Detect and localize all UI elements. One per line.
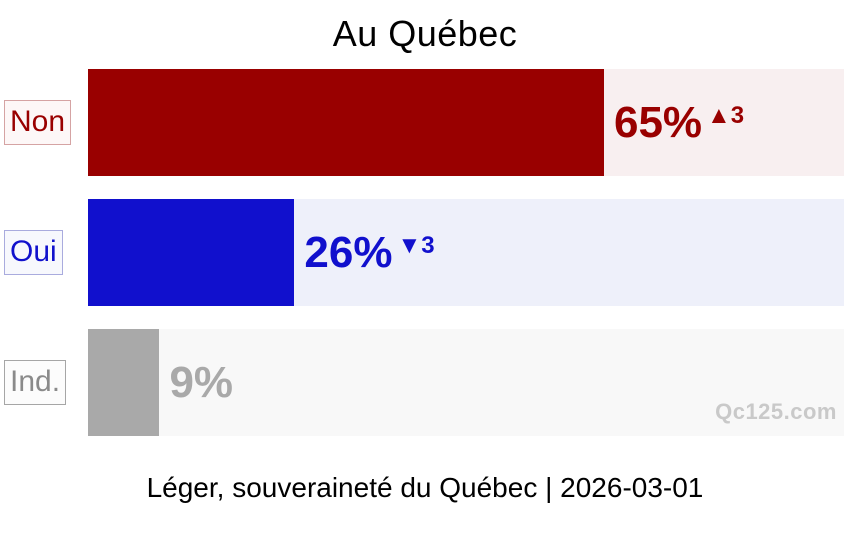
change-label-oui: ▼3 xyxy=(397,231,435,259)
bar-non xyxy=(88,69,604,176)
chart-title: Au Québec xyxy=(332,13,518,54)
value-group-ind: 9% xyxy=(169,357,238,407)
bar-rows: Non 65% ▲3 Oui 26% ▼3 xyxy=(0,69,850,436)
bar-row-oui: Oui 26% ▼3 xyxy=(0,199,850,306)
value-group-oui: 26% ▼3 xyxy=(304,227,435,277)
bar-track-oui: 26% ▼3 xyxy=(88,199,844,306)
category-label-non: Non xyxy=(4,100,72,145)
value-group-non: 65% ▲3 xyxy=(613,97,745,147)
bar-row-ind: Ind. 9% Qc125.com xyxy=(0,329,850,436)
source-caption: Léger, souveraineté du Québec | 2026-03-… xyxy=(146,472,704,503)
bar-track-non: 65% ▲3 xyxy=(88,69,844,176)
label-cell-ind: Ind. xyxy=(0,329,88,436)
label-cell-non: Non xyxy=(0,69,88,176)
bar-track-ind: 9% Qc125.com xyxy=(88,329,844,436)
value-label-oui: 26% xyxy=(304,227,393,277)
bar-oui xyxy=(88,199,295,306)
value-label-ind: 9% xyxy=(169,357,234,407)
category-label-ind: Ind. xyxy=(4,360,67,405)
label-cell-oui: Oui xyxy=(0,199,88,306)
change-label-non: ▲3 xyxy=(707,101,745,129)
watermark: Qc125.com xyxy=(715,399,837,424)
category-label-oui: Oui xyxy=(4,230,63,275)
bar-row-non: Non 65% ▲3 xyxy=(0,69,850,176)
value-label-non: 65% xyxy=(613,97,703,147)
bar-ind xyxy=(88,329,160,436)
